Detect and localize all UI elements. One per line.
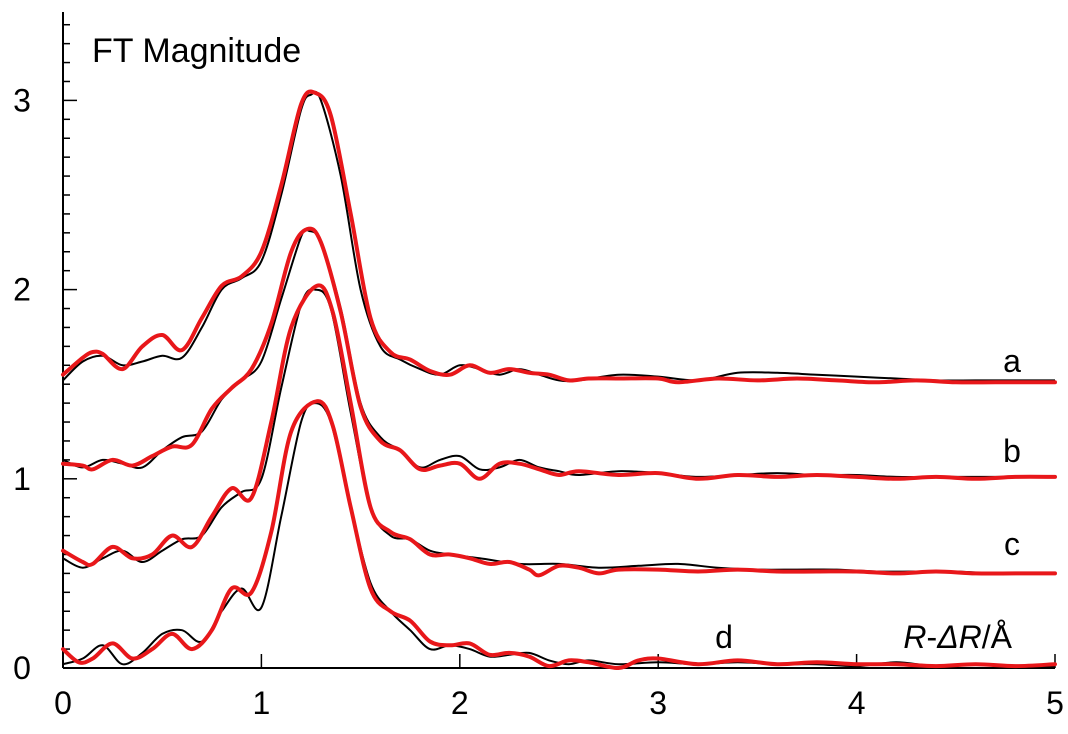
fit-curve-c [61,283,1057,578]
x-tick-label: 5 [1046,685,1064,721]
curve-label-c: c [1004,526,1020,562]
experiment-curve-b [62,228,1055,479]
x-tick-label: 4 [848,685,866,721]
y-tick-label: 3 [13,82,31,118]
x-axis-label-r: R [903,619,926,655]
x-axis-label-unit: /Å [982,619,1013,655]
labels-layer: FT Magnitude R-ΔR/Å a b c d [92,32,1021,655]
x-axis-label: R-ΔR/Å [903,619,1012,655]
fit-curve-d [61,399,1057,670]
curve-label-d: d [715,619,733,655]
x-tick-label: 0 [54,685,72,721]
x-tick-label: 2 [451,685,469,721]
x-axis-label-dash: - [927,619,938,655]
x-tick-label: 1 [253,685,271,721]
series-layer [61,89,1057,670]
experiment-curve-c [62,288,1055,575]
inset-label: FT Magnitude [92,32,301,70]
y-tick-label: 0 [13,650,31,686]
fit-curve-a [61,89,1057,385]
y-tick-label: 1 [13,461,31,497]
x-axis-label-delta: ΔR [936,619,982,655]
curve-label-a: a [1003,343,1021,379]
fit-curve-b [61,226,1057,481]
x-tick-label: 3 [649,685,667,721]
experiment-curve-a [62,90,1055,383]
curve-label-b: b [1003,433,1021,469]
y-tick-label: 2 [13,272,31,308]
axes: 0 1 2 3 0 1 2 3 4 5 [13,12,1064,721]
